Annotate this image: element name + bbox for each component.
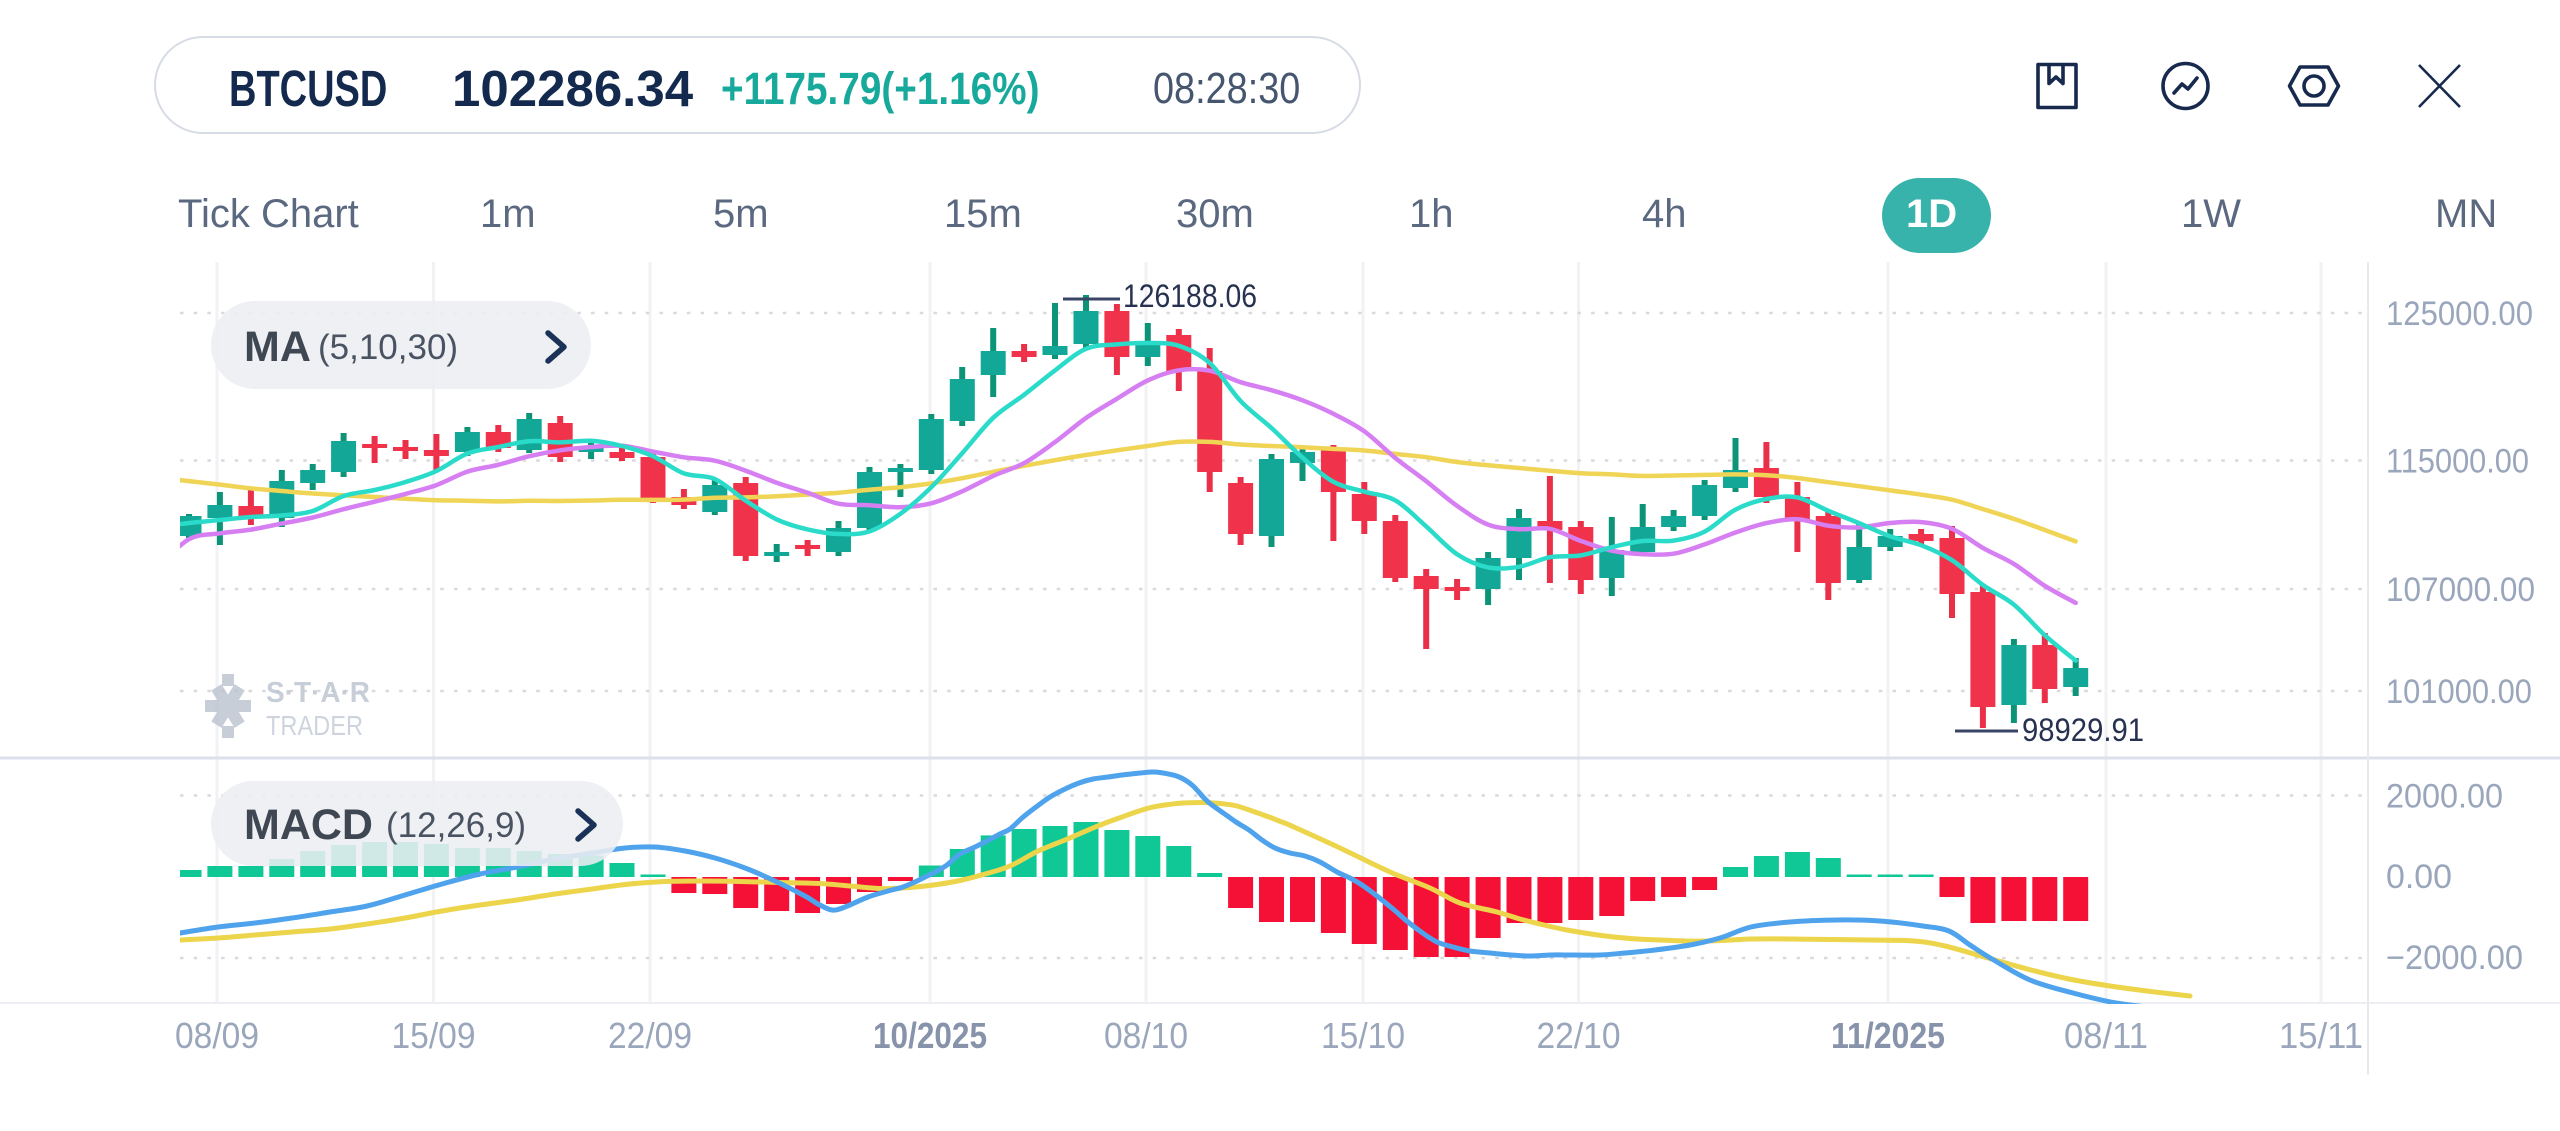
svg-text:2000.00: 2000.00 [2386, 778, 2503, 816]
svg-text:TRADER: TRADER [266, 710, 363, 741]
svg-text:11/2025: 11/2025 [1831, 1015, 1945, 1056]
svg-text:15/09: 15/09 [392, 1015, 476, 1056]
svg-text:−2000.00: −2000.00 [2386, 939, 2523, 977]
svg-text:15/11: 15/11 [2279, 1015, 2363, 1056]
svg-text:98929.91: 98929.91 [2022, 712, 2144, 748]
svg-text:08/10: 08/10 [1104, 1015, 1188, 1056]
svg-text:107000.00: 107000.00 [2386, 571, 2535, 609]
svg-text:126188.06: 126188.06 [1123, 278, 1257, 314]
svg-text:10/2025: 10/2025 [873, 1015, 987, 1056]
svg-text:125000.00: 125000.00 [2386, 295, 2533, 333]
svg-text:115000.00: 115000.00 [2386, 443, 2529, 481]
svg-text:15/10: 15/10 [1321, 1015, 1405, 1056]
svg-text:0.00: 0.00 [2386, 858, 2452, 896]
svg-text:S·T·A·R: S·T·A·R [266, 677, 370, 709]
svg-text:08/11: 08/11 [2064, 1015, 2148, 1056]
svg-text:22/10: 22/10 [1537, 1015, 1621, 1056]
svg-text:22/09: 22/09 [608, 1015, 692, 1056]
svg-text:101000.00: 101000.00 [2386, 673, 2532, 711]
svg-text:08/09: 08/09 [175, 1015, 259, 1056]
